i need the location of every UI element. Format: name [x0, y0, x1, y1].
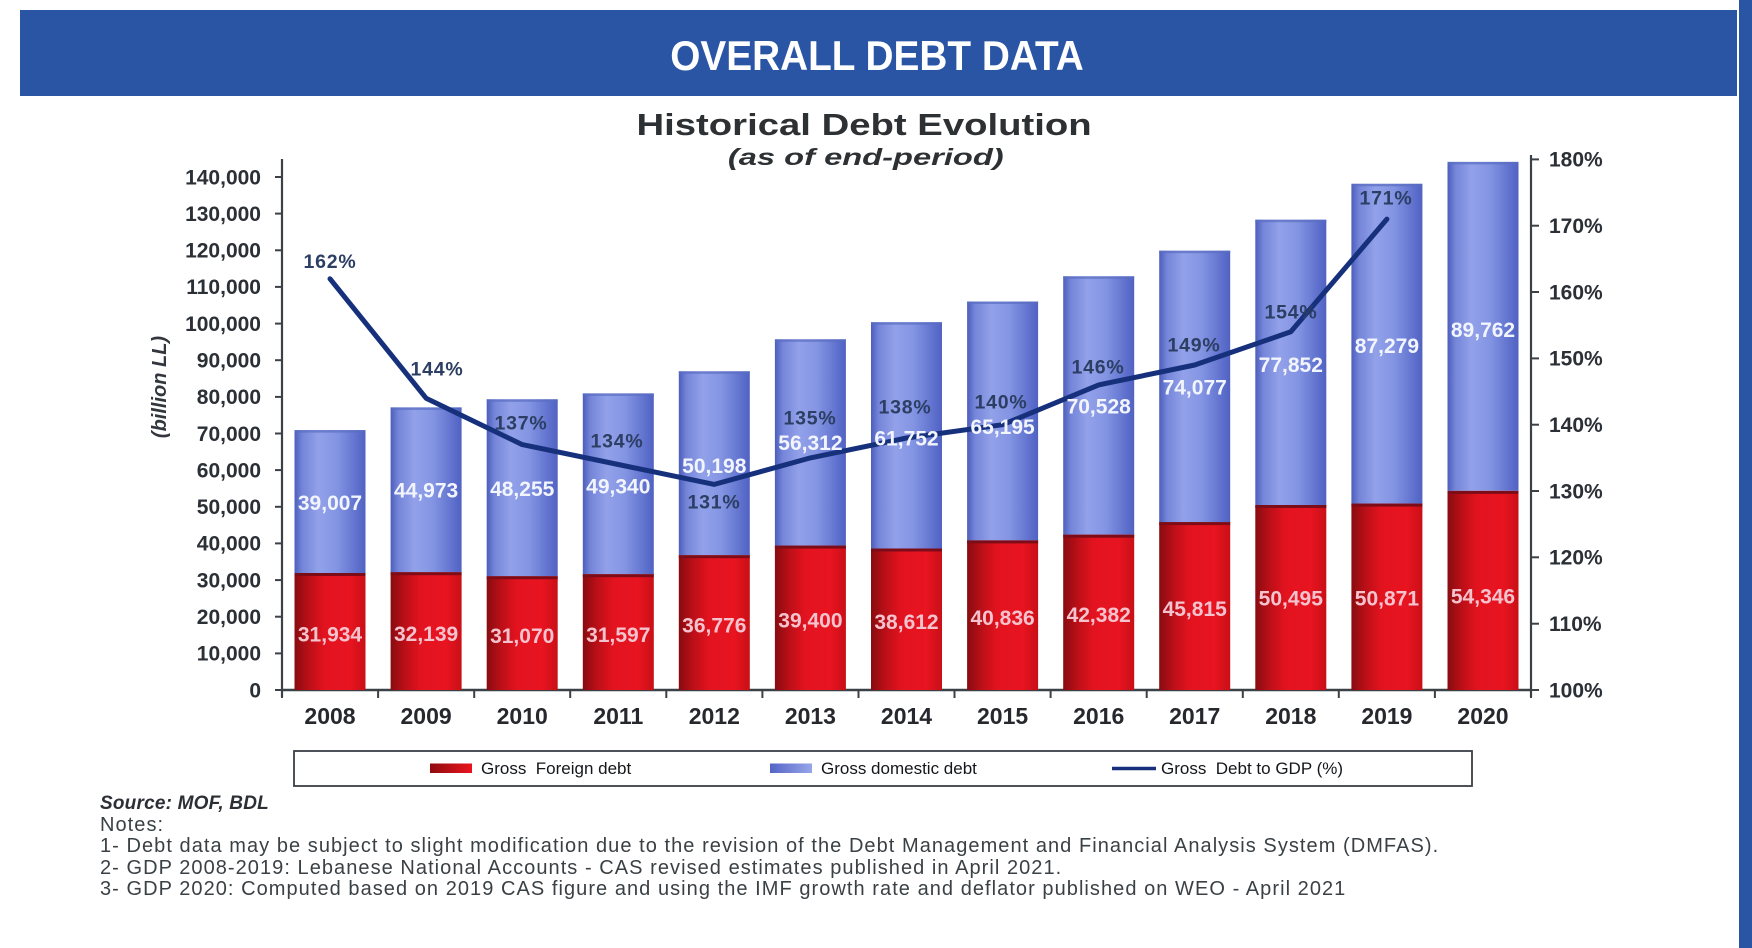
svg-text:50,000: 50,000 — [197, 496, 261, 519]
svg-text:138%: 138% — [878, 397, 931, 419]
svg-text:140%: 140% — [974, 392, 1027, 414]
svg-text:74,077: 74,077 — [1163, 377, 1227, 400]
svg-text:30,000: 30,000 — [197, 569, 261, 592]
svg-text:0: 0 — [249, 679, 261, 702]
svg-text:31,597: 31,597 — [586, 624, 650, 647]
svg-text:150%: 150% — [1549, 348, 1603, 371]
svg-text:134%: 134% — [590, 431, 643, 453]
svg-text:80,000: 80,000 — [197, 386, 261, 409]
svg-text:50,198: 50,198 — [682, 455, 747, 478]
svg-text:170%: 170% — [1549, 215, 1603, 238]
svg-text:130,000: 130,000 — [185, 203, 261, 226]
svg-text:38,612: 38,612 — [874, 611, 938, 634]
svg-text:110%: 110% — [1549, 613, 1602, 636]
svg-text:61,752: 61,752 — [874, 427, 938, 450]
svg-text:2016: 2016 — [1073, 703, 1124, 729]
svg-text:180%: 180% — [1549, 149, 1603, 172]
svg-text:90,000: 90,000 — [197, 350, 261, 373]
svg-text:144%: 144% — [410, 359, 463, 381]
svg-text:Gross Debt to GDP (%): Gross Debt to GDP (%) — [1161, 759, 1343, 778]
svg-text:100,000: 100,000 — [185, 313, 261, 336]
svg-text:56,312: 56,312 — [778, 432, 842, 455]
svg-text:140%: 140% — [1549, 414, 1603, 437]
svg-text:44,973: 44,973 — [394, 480, 458, 503]
svg-text:2017: 2017 — [1169, 703, 1220, 729]
svg-text:87,279: 87,279 — [1355, 335, 1419, 358]
svg-text:171%: 171% — [1359, 188, 1412, 210]
svg-text:110,000: 110,000 — [186, 276, 261, 299]
svg-text:2008: 2008 — [304, 703, 355, 729]
svg-text:70,528: 70,528 — [1067, 396, 1132, 419]
svg-text:39,400: 39,400 — [778, 610, 842, 633]
svg-text:50,871: 50,871 — [1355, 588, 1420, 611]
svg-text:20,000: 20,000 — [197, 606, 261, 629]
svg-text:140,000: 140,000 — [185, 166, 261, 189]
svg-text:2012: 2012 — [689, 703, 740, 729]
svg-text:60,000: 60,000 — [197, 459, 261, 482]
svg-text:120%: 120% — [1549, 547, 1603, 570]
svg-text:131%: 131% — [687, 492, 740, 514]
svg-text:135%: 135% — [783, 408, 836, 430]
svg-text:36,776: 36,776 — [682, 615, 746, 638]
svg-text:65,195: 65,195 — [970, 416, 1035, 439]
svg-text:31,934: 31,934 — [298, 624, 363, 647]
svg-text:2013: 2013 — [785, 703, 836, 729]
svg-text:160%: 160% — [1549, 281, 1603, 304]
svg-text:2009: 2009 — [401, 703, 452, 729]
svg-text:2020: 2020 — [1457, 703, 1508, 729]
svg-text:45,815: 45,815 — [1163, 598, 1228, 621]
svg-text:39,007: 39,007 — [298, 492, 362, 515]
svg-text:77,852: 77,852 — [1259, 354, 1323, 377]
svg-text:40,836: 40,836 — [970, 607, 1034, 630]
svg-text:146%: 146% — [1071, 357, 1124, 379]
svg-text:40,000: 40,000 — [197, 533, 261, 556]
svg-text:31,070: 31,070 — [490, 625, 554, 648]
svg-text:32,139: 32,139 — [394, 623, 458, 646]
svg-text:162%: 162% — [303, 251, 356, 273]
svg-text:154%: 154% — [1264, 302, 1317, 324]
svg-text:89,762: 89,762 — [1451, 319, 1515, 342]
svg-text:54,346: 54,346 — [1451, 586, 1515, 609]
svg-text:2011: 2011 — [593, 703, 643, 729]
svg-text:Gross Foreign debt: Gross Foreign debt — [481, 759, 632, 778]
svg-text:49,340: 49,340 — [586, 476, 650, 499]
svg-text:100%: 100% — [1549, 679, 1603, 702]
svg-text:42,382: 42,382 — [1067, 604, 1131, 627]
svg-text:130%: 130% — [1549, 480, 1603, 503]
svg-text:(billion LL): (billion LL) — [149, 336, 171, 439]
svg-text:2010: 2010 — [497, 703, 548, 729]
svg-text:2019: 2019 — [1361, 703, 1412, 729]
svg-text:50,495: 50,495 — [1259, 588, 1324, 611]
svg-text:2014: 2014 — [881, 703, 932, 729]
svg-text:48,255: 48,255 — [490, 478, 555, 501]
svg-text:70,000: 70,000 — [197, 423, 261, 446]
svg-text:2015: 2015 — [977, 703, 1028, 729]
svg-text:149%: 149% — [1167, 335, 1220, 357]
svg-text:2018: 2018 — [1265, 703, 1316, 729]
svg-text:10,000: 10,000 — [197, 643, 261, 666]
svg-text:120,000: 120,000 — [185, 240, 261, 263]
svg-text:137%: 137% — [494, 413, 547, 435]
svg-text:Gross domestic debt: Gross domestic debt — [821, 759, 977, 778]
